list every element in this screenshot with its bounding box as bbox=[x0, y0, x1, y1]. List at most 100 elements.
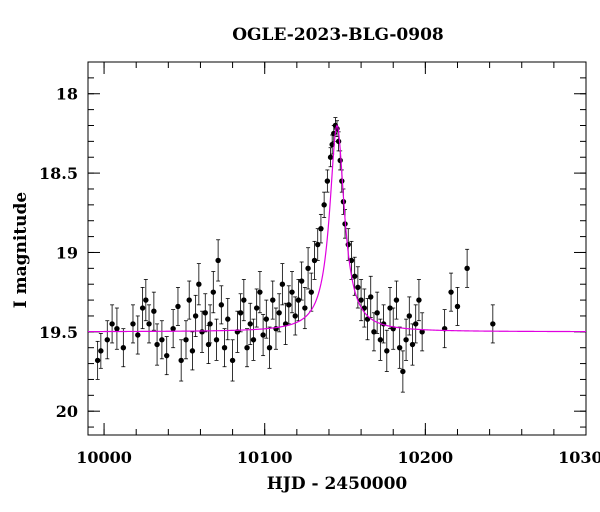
data-point bbox=[464, 265, 470, 272]
data-point bbox=[178, 357, 184, 364]
x-axis-label: HJD - 2450000 bbox=[267, 474, 408, 494]
tick-labels: 10000 10100 10200 10300 18 18.5 19 19.5 20 bbox=[39, 85, 600, 467]
data-point bbox=[186, 297, 192, 303]
data-point bbox=[368, 294, 374, 300]
data-point bbox=[371, 329, 377, 335]
data-point bbox=[143, 297, 149, 303]
data-point bbox=[318, 225, 324, 232]
data-point bbox=[351, 273, 358, 279]
data-point bbox=[205, 341, 212, 348]
data-point bbox=[225, 316, 231, 322]
data-point bbox=[247, 321, 253, 327]
y-tick-label: 18 bbox=[56, 85, 78, 104]
data-point bbox=[292, 313, 298, 319]
data-point bbox=[279, 281, 286, 287]
data-point bbox=[229, 357, 236, 364]
data-point bbox=[120, 345, 127, 351]
data-point bbox=[104, 337, 110, 343]
data-point bbox=[183, 337, 189, 343]
data-point bbox=[151, 308, 157, 314]
data-point bbox=[490, 321, 496, 327]
x-tick-label: 10200 bbox=[398, 448, 454, 467]
data-point bbox=[237, 310, 244, 316]
data-point bbox=[276, 310, 282, 316]
data-point bbox=[213, 337, 220, 343]
data-point bbox=[298, 278, 305, 284]
data-point bbox=[311, 257, 318, 264]
data-point bbox=[384, 348, 390, 354]
data-point bbox=[315, 241, 321, 248]
data-point bbox=[403, 337, 409, 343]
data-point bbox=[348, 257, 355, 264]
data-point bbox=[302, 305, 308, 311]
data-point bbox=[139, 305, 146, 311]
y-tick-label: 20 bbox=[56, 402, 78, 421]
data-point bbox=[207, 321, 213, 327]
data-point bbox=[221, 345, 228, 351]
data-point bbox=[266, 345, 273, 351]
data-point bbox=[189, 348, 196, 354]
y-tick-label: 19.5 bbox=[39, 323, 78, 342]
data-point bbox=[244, 345, 250, 351]
data-point bbox=[337, 157, 343, 164]
data-point bbox=[263, 316, 270, 322]
data-point bbox=[324, 178, 331, 184]
data-point bbox=[257, 289, 263, 295]
model-curve bbox=[88, 124, 586, 333]
data-point bbox=[192, 313, 199, 319]
y-tick-label: 18.5 bbox=[39, 164, 78, 183]
data-point bbox=[377, 337, 384, 343]
data-point bbox=[400, 368, 406, 375]
x-tick-label: 10100 bbox=[237, 448, 293, 467]
data-point bbox=[210, 289, 217, 295]
data-point bbox=[308, 289, 314, 295]
data-point bbox=[253, 305, 260, 311]
y-axis-label: I magnitude bbox=[11, 192, 31, 309]
data-point bbox=[286, 302, 292, 308]
plot-frame bbox=[87, 61, 587, 436]
data-point bbox=[98, 348, 104, 354]
data-point bbox=[202, 310, 208, 316]
data-point bbox=[321, 202, 327, 208]
data-point bbox=[335, 138, 342, 145]
data-point bbox=[218, 302, 225, 308]
data-point bbox=[94, 357, 101, 364]
data-point bbox=[406, 313, 412, 319]
error-bars bbox=[95, 117, 495, 393]
data-point bbox=[448, 289, 454, 295]
data-point bbox=[387, 305, 393, 311]
data-point bbox=[270, 297, 276, 303]
data-point bbox=[170, 325, 176, 332]
data-point bbox=[260, 332, 266, 338]
data-point bbox=[114, 325, 120, 332]
data-point bbox=[241, 297, 247, 303]
data-point bbox=[109, 321, 115, 327]
data-point bbox=[164, 352, 170, 359]
data-point bbox=[416, 297, 422, 303]
data-point bbox=[409, 341, 416, 348]
data-point bbox=[454, 303, 461, 310]
data-point bbox=[358, 297, 364, 303]
data-point bbox=[215, 257, 221, 264]
chart-title: OGLE-2023-BLG-0908 bbox=[232, 25, 444, 45]
data-point bbox=[396, 345, 403, 351]
data-point bbox=[146, 321, 152, 327]
data-point bbox=[305, 265, 311, 272]
data-point bbox=[175, 303, 181, 310]
data-point bbox=[327, 154, 334, 160]
data-point bbox=[199, 329, 205, 335]
x-tick-label: 10000 bbox=[76, 448, 132, 467]
data-point bbox=[413, 321, 419, 327]
x-tick-label: 10300 bbox=[558, 448, 600, 467]
data-point bbox=[295, 297, 302, 303]
data-point bbox=[289, 289, 295, 295]
data-point bbox=[154, 341, 160, 348]
data-point bbox=[345, 241, 351, 248]
data-point bbox=[419, 329, 425, 335]
data-point bbox=[250, 337, 257, 343]
data-point bbox=[135, 332, 141, 338]
data-point bbox=[130, 321, 136, 327]
data-point bbox=[355, 284, 361, 291]
data-point bbox=[374, 310, 380, 316]
